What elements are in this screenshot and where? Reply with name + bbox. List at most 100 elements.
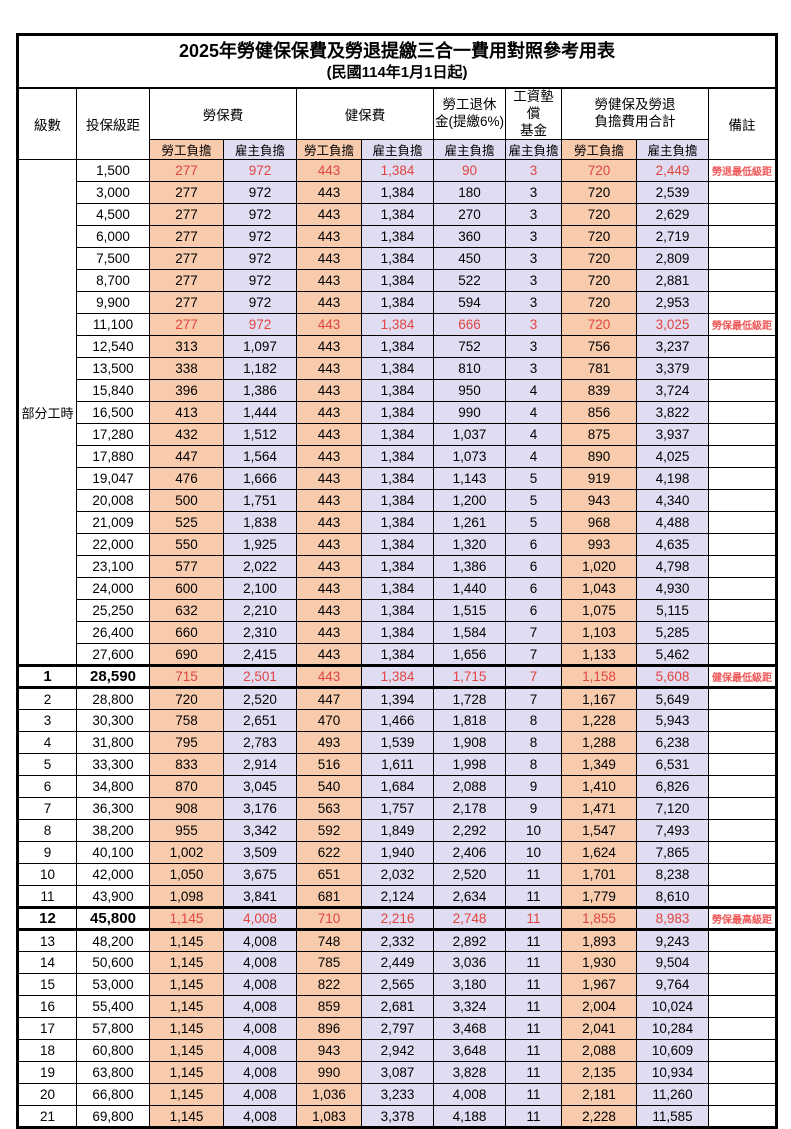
table-row: 6 34,800 870 3,045 540 1,684 2,088 9 1,410 6,826: [17, 775, 778, 799]
col-header-level: 級數: [17, 87, 77, 161]
value-cell: 833: [149, 753, 224, 777]
value-cell: 870: [149, 775, 224, 799]
bracket-cell: 1,500: [76, 159, 150, 183]
remark-cell: 健保最低級距: [707, 664, 778, 690]
table-row: 19 63,800 1,145 4,008 990 3,087 3,828 11 2,135 10…: [17, 1061, 778, 1085]
value-cell: 3: [505, 291, 562, 315]
value-cell: 950: [433, 379, 506, 403]
value-cell: 443: [296, 555, 362, 579]
value-cell: 11: [505, 1017, 562, 1041]
value-cell: 1,930: [561, 951, 637, 975]
part-time-label: 部分工時: [17, 159, 77, 667]
value-cell: 1,158: [561, 664, 637, 690]
value-cell: 1,611: [361, 753, 434, 777]
value-cell: 1,624: [561, 841, 637, 865]
level-cell: 18: [17, 1039, 77, 1063]
value-cell: 2,228: [561, 1105, 637, 1129]
remark-cell: [707, 1017, 778, 1041]
value-cell: 3: [505, 203, 562, 227]
value-cell: 1,075: [561, 599, 637, 623]
value-cell: 443: [296, 664, 362, 690]
value-cell: 11: [505, 885, 562, 909]
level-cell: 19: [17, 1061, 77, 1085]
remark-cell: [707, 643, 778, 667]
value-cell: 594: [433, 291, 506, 315]
value-cell: 592: [296, 819, 362, 843]
value-cell: 525: [149, 511, 224, 535]
remark-cell: [707, 555, 778, 579]
value-cell: 2,520: [433, 863, 506, 887]
value-cell: 5,115: [636, 599, 709, 623]
value-cell: 443: [296, 181, 362, 205]
value-cell: 3,087: [361, 1061, 434, 1085]
table-row: 23,100 577 2,022 443 1,384 1,386 6 1,020 4,798: [18, 555, 778, 579]
value-cell: 1,384: [361, 621, 434, 645]
table-row: 3 30,300 758 2,651 470 1,466 1,818 8 1,228 5,943: [17, 709, 778, 733]
page-subtitle: (民國114年1月1日起): [326, 64, 468, 82]
value-cell: 756: [561, 335, 637, 359]
value-cell: 1,471: [561, 797, 637, 821]
value-cell: 7: [505, 687, 562, 711]
value-cell: 1,145: [149, 1105, 224, 1129]
remark-cell: [707, 599, 778, 623]
remark-cell: [707, 973, 778, 997]
value-cell: 1,103: [561, 621, 637, 645]
value-cell: 908: [149, 797, 224, 821]
value-cell: 2,124: [361, 885, 434, 909]
table-row: 12 45,800 1,145 4,008 710 2,216 2,748 11 1,855 8,…: [17, 906, 778, 932]
table-row: 20,008 500 1,751 443 1,384 1,200 5 943 4,340: [18, 489, 778, 513]
level-cell: 6: [17, 775, 77, 799]
value-cell: 993: [561, 533, 637, 557]
value-cell: 2,332: [361, 929, 434, 953]
value-cell: 493: [296, 731, 362, 755]
value-cell: 1,384: [361, 379, 434, 403]
value-cell: 1,384: [361, 445, 434, 469]
value-cell: 7,120: [636, 797, 709, 821]
bracket-cell: 28,590: [76, 664, 150, 690]
value-cell: 277: [149, 203, 224, 227]
value-cell: 1,701: [561, 863, 637, 887]
bracket-cell: 19,047: [76, 467, 150, 491]
value-cell: 432: [149, 423, 224, 447]
value-cell: 720: [561, 203, 637, 227]
level-cell: 8: [17, 819, 77, 843]
remark-cell: 勞保最高級距: [707, 906, 778, 932]
value-cell: 443: [296, 489, 362, 513]
remark-cell: [707, 423, 778, 447]
value-cell: 4,198: [636, 467, 709, 491]
bracket-cell: 28,800: [76, 687, 150, 711]
value-cell: 2,292: [433, 819, 506, 843]
pension-line2: 金(提繳6%): [435, 114, 505, 130]
value-cell: 4,008: [223, 1083, 297, 1107]
value-cell: 447: [149, 445, 224, 469]
value-cell: 1,384: [361, 643, 434, 667]
table-row: 12,540 313 1,097 443 1,384 752 3 756 3,237: [18, 335, 778, 359]
value-cell: 3: [505, 159, 562, 183]
value-cell: 990: [296, 1061, 362, 1085]
value-cell: 360: [433, 225, 506, 249]
subheader-labor-employee: 勞工負擔: [149, 139, 224, 161]
bracket-cell: 4,500: [76, 203, 150, 227]
value-cell: 3: [505, 313, 562, 337]
bracket-cell: 11,100: [76, 313, 150, 337]
value-cell: 2,914: [223, 753, 297, 777]
value-cell: 1,384: [361, 291, 434, 315]
value-cell: 9,764: [636, 973, 709, 997]
col-header-remark: 備註: [707, 87, 778, 161]
bracket-cell: 15,840: [76, 379, 150, 403]
value-cell: 2,178: [433, 797, 506, 821]
remark-cell: 勞退最低級距: [707, 159, 778, 183]
value-cell: 5: [505, 467, 562, 491]
value-cell: 968: [561, 511, 637, 535]
bracket-cell: 21,009: [76, 511, 150, 535]
level-cell: 14: [17, 951, 77, 975]
level-cell: 10: [17, 863, 77, 887]
remark-cell: [707, 203, 778, 227]
subheader-wage-fund-employer: 雇主負擔: [505, 139, 562, 161]
subheader-total-employee: 勞工負擔: [561, 139, 637, 161]
value-cell: 3,379: [636, 357, 709, 381]
table-row: 部分工時 1,500 277 972 443 1,384 90 3 720 2,449 勞退最低級距: [17, 159, 778, 667]
remark-cell: [707, 511, 778, 535]
value-cell: 443: [296, 313, 362, 337]
value-cell: 443: [296, 247, 362, 271]
